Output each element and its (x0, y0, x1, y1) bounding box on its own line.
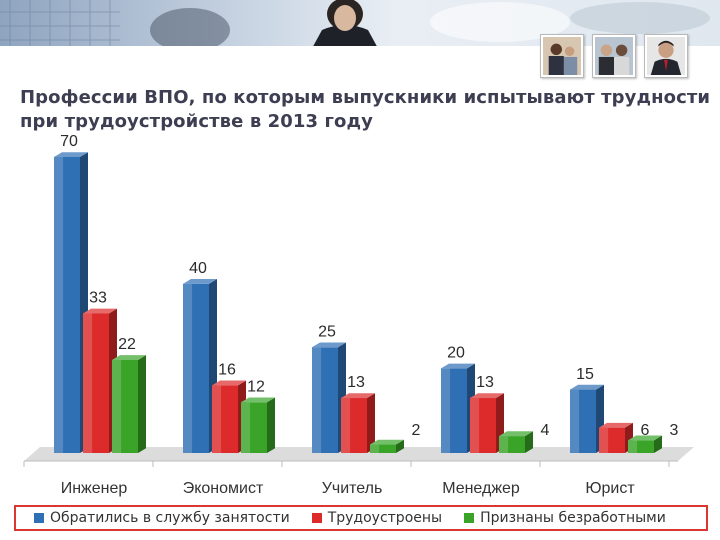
bar (628, 435, 662, 453)
data-label: 33 (89, 290, 107, 307)
bar (54, 152, 88, 453)
bar-top (241, 397, 275, 403)
bar-highlight (312, 347, 322, 453)
bar-highlight (241, 402, 251, 453)
businessman-photo-icon (644, 34, 688, 78)
bar (241, 397, 275, 453)
data-label: 20 (447, 345, 465, 362)
bar (441, 363, 475, 453)
bar-front (370, 444, 396, 453)
legend-swatch (34, 513, 44, 523)
bar-top (341, 393, 375, 399)
category-label: Инженер (61, 480, 128, 497)
chart-legend: Обратились в службу занятости Трудоустрое… (14, 505, 708, 531)
bar-top (499, 431, 533, 437)
legend-entry: Признаны безработными (464, 510, 666, 526)
bar-top (312, 342, 346, 348)
bar (212, 380, 246, 453)
data-label: 6 (641, 422, 650, 439)
photo-thumbnails (540, 34, 688, 80)
data-label: 15 (576, 366, 594, 383)
legend-label: Признаны безработными (480, 510, 666, 526)
bar-highlight (370, 444, 380, 453)
data-label: 4 (541, 422, 550, 439)
bar-top (628, 435, 662, 441)
bar-side (525, 431, 533, 453)
data-label: 40 (189, 260, 207, 277)
bar (570, 384, 604, 453)
bar (312, 342, 346, 453)
legend-entry: Обратились в службу занятости (34, 510, 290, 526)
data-label: 3 (670, 422, 679, 439)
bar-highlight (628, 440, 638, 453)
bar-highlight (570, 389, 580, 453)
data-label: 13 (347, 374, 365, 391)
bar-top (470, 393, 504, 399)
bar (470, 393, 504, 453)
bar-top (441, 363, 475, 369)
bar-top (112, 355, 146, 360)
data-label: 12 (247, 378, 265, 395)
bar (370, 439, 404, 453)
bar-highlight (341, 398, 351, 453)
bar (83, 308, 117, 453)
bar-side (367, 393, 375, 453)
header-banner (0, 0, 720, 52)
meeting-photo-icon (592, 34, 636, 78)
bar-highlight (441, 368, 451, 453)
bar-highlight (112, 359, 122, 453)
bar-highlight (83, 313, 93, 453)
bar-side (396, 439, 404, 453)
bar-top (212, 380, 246, 386)
category-label: Учитель (322, 480, 383, 497)
bar-highlight (599, 427, 609, 453)
data-label: 25 (318, 323, 336, 340)
bar-top (370, 439, 404, 445)
data-label: 70 (60, 133, 78, 150)
legend-label: Трудоустроены (327, 510, 443, 526)
bar-highlight (212, 385, 222, 453)
legend-entry: Трудоустроены (311, 510, 443, 526)
legend-swatch (311, 513, 322, 523)
category-label: Экономист (183, 480, 264, 497)
bar (112, 355, 146, 453)
bar-highlight (499, 436, 509, 453)
bar-top (83, 308, 117, 314)
bar-side (654, 435, 662, 453)
chart-title: Профессии ВПО, по которым выпускники исп… (20, 87, 711, 132)
data-label: 22 (118, 336, 136, 353)
legend-swatch (464, 513, 475, 523)
category-label: Юрист (585, 480, 635, 497)
bar-top (183, 279, 217, 284)
data-label: 2 (412, 422, 421, 439)
data-label: 16 (218, 362, 236, 379)
bar-highlight (470, 398, 480, 453)
bar (341, 393, 375, 453)
bar-top (570, 384, 604, 390)
data-label: 13 (476, 374, 494, 391)
legend-label: Обратились в службу занятости (50, 510, 290, 526)
bar (599, 422, 633, 453)
bar (183, 279, 217, 453)
bar-highlight (183, 283, 193, 453)
bar (499, 431, 533, 453)
category-label: Менеджер (442, 480, 520, 497)
bar-top (599, 422, 633, 428)
bar-top (54, 152, 88, 157)
bar-side (138, 355, 146, 453)
bar-highlight (54, 157, 64, 453)
meeting-photo-icon (540, 34, 584, 78)
bar-side (267, 397, 275, 453)
